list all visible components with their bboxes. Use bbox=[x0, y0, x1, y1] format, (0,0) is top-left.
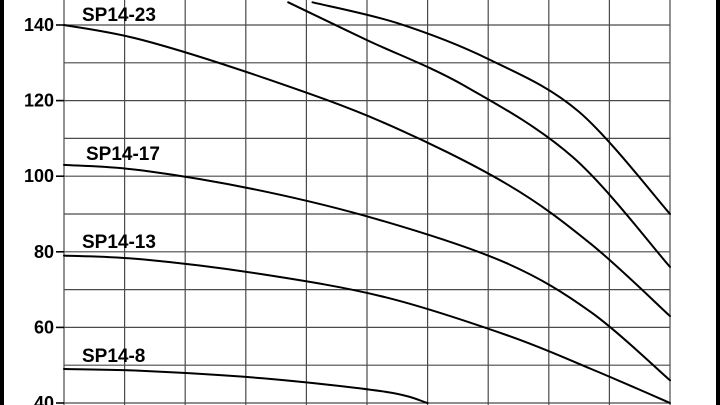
series-line-1 bbox=[287, 1, 671, 268]
plot-border-right bbox=[716, 0, 720, 405]
y-tick-label: 40 bbox=[34, 393, 54, 405]
series-label: SP14-8 bbox=[82, 346, 145, 367]
series-label: SP14-13 bbox=[82, 232, 156, 253]
series-label: SP14-23 bbox=[82, 5, 156, 26]
series-label: SP14-17 bbox=[86, 144, 160, 165]
series-line-5 bbox=[63, 368, 429, 404]
plot-border-left bbox=[0, 0, 4, 405]
y-tick-label: 120 bbox=[24, 91, 54, 111]
series-line-3 bbox=[63, 163, 671, 382]
y-tick-label: 80 bbox=[34, 242, 54, 262]
series-line-0 bbox=[311, 1, 671, 215]
y-tick-label: 140 bbox=[24, 15, 54, 35]
y-axis-tick-labels: 40 60 80 100 120 140 bbox=[24, 15, 54, 405]
y-tick-label: 100 bbox=[24, 166, 54, 186]
series-line-4 bbox=[63, 254, 671, 404]
series-line-2 bbox=[63, 24, 671, 318]
y-tick-label: 60 bbox=[34, 317, 54, 337]
series-labels: SP14-23 SP14-17 SP14-13 SP14-8 bbox=[82, 5, 160, 367]
grid bbox=[56, 0, 671, 405]
curves bbox=[63, 1, 671, 404]
